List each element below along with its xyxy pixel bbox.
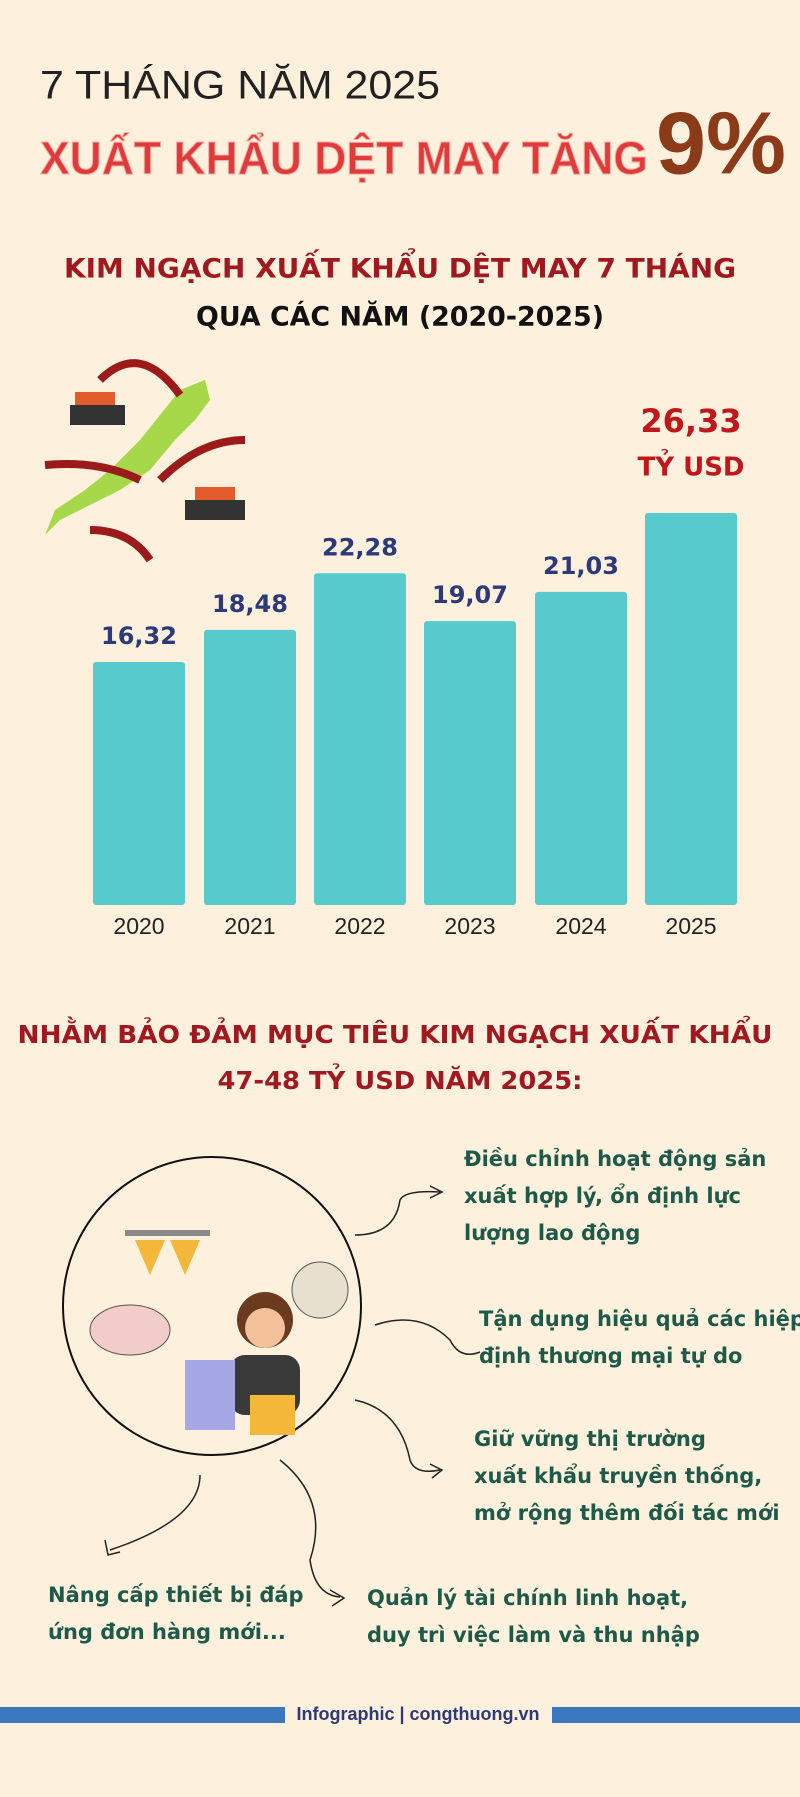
title-line1: 7 THÁNG NĂM 2025 bbox=[40, 63, 440, 108]
x-tick-label: 2025 bbox=[665, 913, 716, 939]
goal-item: lượng lao động bbox=[464, 1221, 640, 1245]
unit-label: TỶ USD bbox=[637, 448, 744, 483]
x-tick-label: 2022 bbox=[334, 913, 385, 939]
goal-item: Điều chỉnh hoạt động sản bbox=[464, 1147, 766, 1171]
value-label: 18,48 bbox=[212, 590, 288, 618]
footer-bar bbox=[552, 1707, 800, 1723]
goal-item: Quản lý tài chính linh hoạt, bbox=[367, 1586, 688, 1610]
connectors bbox=[104, 1185, 481, 1607]
footer-text: Infographic | congthuong.vn bbox=[296, 1704, 539, 1724]
goal-item: xuất khẩu truyền thống, bbox=[474, 1463, 762, 1488]
worker-illustration bbox=[89, 1230, 349, 1435]
chart-title: QUA CÁC NĂM (2020-2025) bbox=[196, 301, 604, 333]
x-tick-label: 2023 bbox=[444, 913, 495, 939]
goal-item: mở rộng thêm đối tác mới bbox=[474, 1501, 780, 1525]
title-line2: XUẤT KHẨU DỆT MAY TĂNG bbox=[40, 132, 648, 184]
value-label: 19,07 bbox=[432, 581, 508, 609]
goals-title: NHẰM BẢO ĐẢM MỤC TIÊU KIM NGẠCH XUẤT KHẨ… bbox=[18, 1015, 773, 1049]
goal-item: ứng đơn hàng mới... bbox=[48, 1620, 286, 1644]
x-tick-label: 2020 bbox=[113, 913, 164, 939]
bar bbox=[645, 513, 737, 905]
chart-title: KIM NGẠCH XUẤT KHẨU DỆT MAY 7 THÁNG bbox=[64, 248, 736, 285]
bar bbox=[535, 591, 627, 905]
goal-item: Giữ vững thị trường bbox=[474, 1427, 706, 1451]
x-tick-label: 2021 bbox=[224, 913, 275, 939]
value-label: 26,33 bbox=[640, 402, 741, 440]
goal-item: xuất hợp lý, ổn định lực bbox=[464, 1183, 741, 1208]
value-label: 21,03 bbox=[543, 552, 619, 580]
bar bbox=[93, 662, 185, 905]
goal-item: duy trì việc làm và thu nhập bbox=[367, 1623, 700, 1647]
bar bbox=[204, 629, 296, 905]
value-label: 16,32 bbox=[101, 622, 177, 650]
goal-item: định thương mại tự do bbox=[479, 1344, 742, 1368]
bar bbox=[424, 621, 516, 905]
x-tick-label: 2024 bbox=[555, 913, 606, 939]
title-highlight: 9% bbox=[656, 93, 786, 192]
map-illustration bbox=[44, 359, 246, 563]
bar bbox=[314, 573, 406, 905]
illustration-circle bbox=[62, 1156, 362, 1456]
footer-bar bbox=[0, 1707, 285, 1723]
goal-item: Nâng cấp thiết bị đáp bbox=[48, 1583, 304, 1607]
goals-title: 47-48 TỶ USD NĂM 2025: bbox=[218, 1062, 583, 1095]
value-label: 22,28 bbox=[322, 533, 398, 561]
goal-item: Tận dụng hiệu quả các hiệp bbox=[479, 1307, 800, 1331]
